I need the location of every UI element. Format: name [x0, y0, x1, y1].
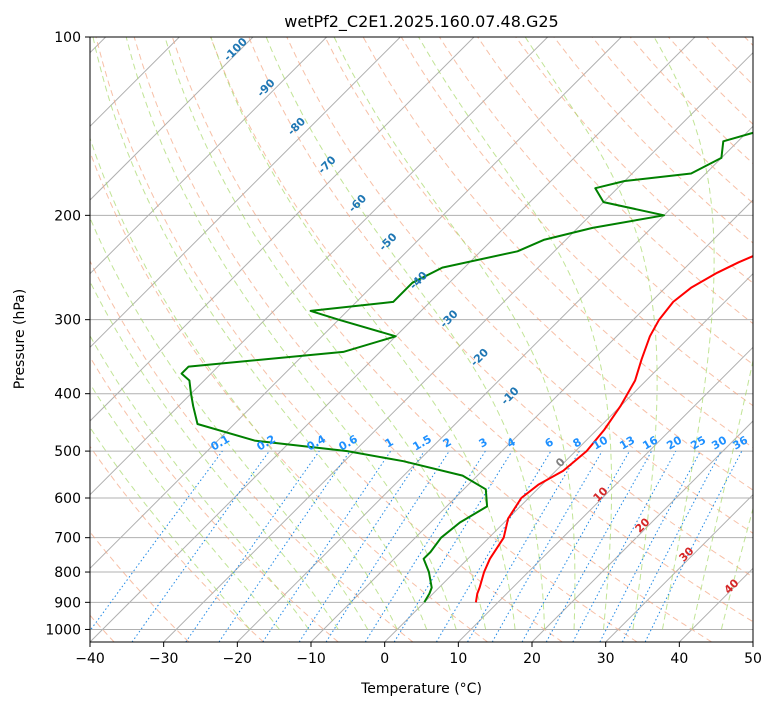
moist-adiabat — [164, 37, 487, 630]
isotherm-line — [605, 493, 753, 642]
moist-adiabat — [90, 280, 339, 630]
mixing-ratio-line — [218, 450, 351, 642]
y-tick-label: 800 — [54, 565, 81, 581]
dry-adiabat — [90, 356, 339, 642]
dry-adiabat — [248, 37, 753, 578]
mixing-ratio-line — [325, 450, 450, 642]
y-tick-label: 300 — [54, 313, 81, 329]
moist-adiabat — [90, 426, 251, 630]
y-axis-label: Pressure (hPa) — [12, 289, 28, 389]
moist-adiabat — [265, 37, 546, 630]
axes-frame — [89, 36, 754, 643]
moist-adiabat — [92, 37, 428, 630]
isotherm-line — [90, 37, 328, 275]
mixing-ratio-line — [131, 450, 270, 642]
isotherm-line — [457, 346, 753, 642]
moist-adiabat — [90, 216, 369, 630]
mixing-ratio-line — [572, 450, 677, 642]
temperature-line — [474, 255, 753, 603]
isotherm-line — [163, 51, 753, 642]
y-tick-label: 200 — [54, 208, 81, 224]
y-tick-label: 600 — [54, 491, 81, 507]
y-tick-label: 700 — [54, 531, 81, 547]
moist-adiabat — [333, 37, 576, 630]
moist-adiabat — [653, 37, 715, 630]
isotherm-line — [90, 37, 622, 570]
isotherm-line — [531, 420, 753, 642]
dry-adiabat — [324, 37, 753, 491]
grid-lines — [90, 37, 753, 642]
chart-title: wetPf2_C2E1.2025.160.07.48.G25 — [284, 12, 558, 32]
mixing-ratio-line — [545, 450, 653, 642]
x-tick-label: 30 — [597, 651, 615, 667]
dry-adiabat — [515, 37, 753, 284]
x-tick-label: 10 — [449, 651, 467, 667]
axes: −40 −30 −20 −10 0 10 20 30 40 50 100 200 300 400 500 60… — [45, 30, 762, 667]
y-tick-label: 100 — [54, 30, 81, 46]
dry-adiabat — [171, 37, 712, 642]
moist-adiabat — [418, 37, 613, 630]
x-tick-label: 50 — [744, 651, 762, 667]
isotherm-line — [90, 37, 254, 201]
plot-area — [90, 37, 753, 642]
mixing-ratio-line — [262, 450, 392, 642]
y-tick-label: 500 — [54, 444, 81, 460]
mixing-ratio-line — [90, 450, 223, 632]
moist-adiabat — [524, 37, 658, 630]
moist-adiabat — [691, 358, 753, 630]
plot-background — [90, 37, 753, 642]
dry-adiabat — [210, 37, 753, 623]
x-tick-label: −40 — [75, 651, 105, 667]
y-tick-label: 900 — [54, 595, 81, 611]
moist-adiabat — [720, 506, 753, 630]
moist-adiabat — [90, 136, 398, 630]
x-tick-label: 40 — [670, 651, 688, 667]
mixing-ratio-line — [521, 450, 630, 642]
x-tick-label: −10 — [296, 651, 326, 667]
mixing-ratio-line — [644, 450, 743, 642]
dry-adiabat — [90, 259, 414, 642]
background-lines — [90, 37, 753, 642]
y-tick-label: 1000 — [45, 622, 81, 638]
dry-adiabat — [95, 37, 563, 642]
isotherm-line — [90, 37, 401, 349]
mixing-ratio-line — [393, 450, 513, 642]
dry-adiabat — [286, 37, 753, 534]
isotherm-line — [384, 272, 753, 642]
x-tick-label: 0 — [380, 651, 389, 667]
dry-adiabat — [90, 445, 264, 642]
isotherm-line — [236, 125, 753, 642]
moist-adiabat — [90, 382, 280, 630]
x-tick-label: 20 — [523, 651, 541, 667]
x-axis-label: Temperature (°C) — [360, 681, 482, 697]
x-tick-label: −30 — [149, 651, 179, 667]
moist-adiabat — [125, 37, 457, 630]
mixing-ratio-line — [185, 450, 320, 642]
x-tick-label: −20 — [223, 651, 253, 667]
isotherm-line — [90, 37, 696, 642]
isotherm-line — [90, 37, 475, 422]
moist-adiabat — [210, 37, 516, 630]
moist-adiabat — [90, 334, 310, 630]
series-lines — [180, 131, 753, 603]
y-tick-label: 400 — [54, 387, 81, 403]
mixing-ratio-line — [298, 450, 425, 642]
dewpoint-line — [180, 131, 753, 603]
isotherm-line — [752, 641, 753, 642]
isotherm-line — [90, 37, 549, 496]
